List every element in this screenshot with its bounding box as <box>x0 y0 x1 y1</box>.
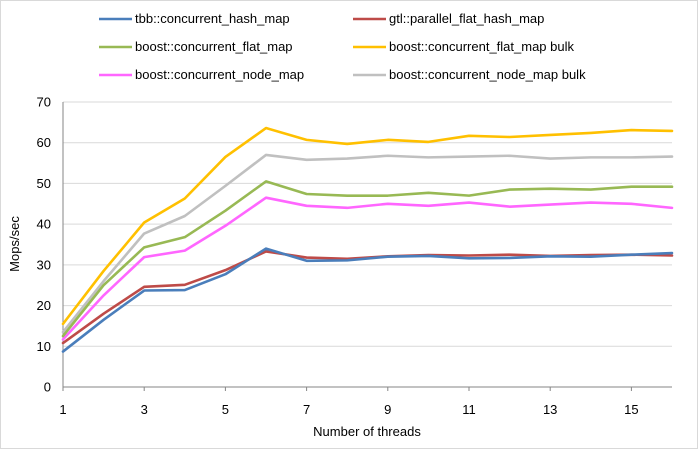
axes <box>62 102 672 391</box>
x-tick-label: 13 <box>543 402 557 417</box>
series-lines <box>61 126 674 353</box>
x-tick-label: 15 <box>624 402 638 417</box>
y-tick-label: 60 <box>37 135 51 150</box>
y-tick-label: 0 <box>44 380 51 395</box>
legend-label: boost::concurrent_node_map <box>135 67 304 82</box>
x-tick-label: 1 <box>59 402 66 417</box>
series-line-5 <box>61 196 674 341</box>
y-tick-label: 20 <box>37 298 51 313</box>
y-tick-label: 40 <box>37 217 51 232</box>
x-tick-label: 3 <box>141 402 148 417</box>
legend: tbb::concurrent_hash_map gtl::parallel_fl… <box>99 11 586 82</box>
legend-label: boost::concurrent_flat_map bulk <box>389 39 574 54</box>
x-tick-label: 7 <box>303 402 310 417</box>
series-line-3 <box>61 180 674 338</box>
series-line-6 <box>61 153 674 334</box>
legend-label: boost::concurrent_node_map bulk <box>389 67 586 82</box>
y-tick-label: 30 <box>37 257 51 272</box>
x-tick-label: 9 <box>384 402 391 417</box>
y-axis-title: Mops/sec <box>7 216 22 272</box>
y-tick-label: 50 <box>37 176 51 191</box>
series-line-4 <box>61 126 674 326</box>
x-tick-label: 11 <box>462 402 476 417</box>
y-tick-label: 70 <box>37 95 51 110</box>
legend-label: tbb::concurrent_hash_map <box>135 11 290 26</box>
x-axis-title: Number of threads <box>313 424 421 439</box>
legend-label: boost::concurrent_flat_map <box>135 39 293 54</box>
x-tick-label: 5 <box>222 402 229 417</box>
legend-label: gtl::parallel_flat_hash_map <box>389 11 544 26</box>
series-line-1 <box>61 247 674 353</box>
y-tick-label: 10 <box>37 339 51 354</box>
gridlines <box>63 101 672 347</box>
